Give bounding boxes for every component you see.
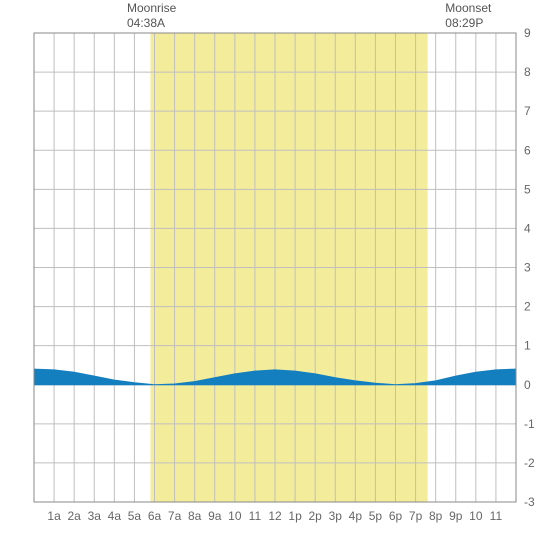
x-tick-label: 6p bbox=[389, 509, 403, 523]
y-tick-label: 9 bbox=[524, 26, 531, 40]
x-tick-label: 1p bbox=[288, 509, 302, 523]
y-tick-label: 6 bbox=[524, 143, 531, 157]
moonrise-time: 04:38A bbox=[127, 16, 176, 31]
tide-moon-chart: Moonrise 04:38A Moonset 08:29P -3-2-1012… bbox=[0, 0, 550, 550]
x-tick-label: 10 bbox=[228, 509, 242, 523]
y-tick-label: 7 bbox=[524, 104, 531, 118]
x-tick-label: 11 bbox=[249, 509, 262, 523]
y-tick-label: 1 bbox=[524, 339, 531, 353]
moonset-header: Moonset 08:29P bbox=[445, 1, 491, 31]
x-tick-label: 8a bbox=[188, 509, 202, 523]
x-tick-label: 5a bbox=[128, 509, 142, 523]
x-tick-label: 4a bbox=[108, 509, 122, 523]
x-tick-label: 6a bbox=[148, 509, 162, 523]
x-tick-label: 3a bbox=[88, 509, 102, 523]
x-tick-label: 9a bbox=[208, 509, 222, 523]
x-tick-label: 9p bbox=[449, 509, 463, 523]
y-tick-label: 5 bbox=[524, 182, 531, 196]
y-tick-label: 4 bbox=[524, 221, 531, 235]
moonset-time: 08:29P bbox=[445, 16, 491, 31]
x-tick-label: 4p bbox=[349, 509, 363, 523]
moonrise-header: Moonrise 04:38A bbox=[127, 1, 176, 31]
y-tick-label: -2 bbox=[524, 456, 535, 470]
x-tick-label: 10 bbox=[469, 509, 483, 523]
x-tick-label: 2p bbox=[308, 509, 322, 523]
y-tick-label: -3 bbox=[524, 495, 535, 509]
x-tick-label: 1a bbox=[47, 509, 61, 523]
moonrise-title: Moonrise bbox=[127, 1, 176, 16]
chart-svg: -3-2-101234567891a2a3a4a5a6a7a8a9a101112… bbox=[0, 0, 550, 550]
x-tick-label: 2a bbox=[67, 509, 81, 523]
x-tick-label: 12 bbox=[268, 509, 282, 523]
y-tick-label: 2 bbox=[524, 300, 531, 314]
x-tick-label: 7a bbox=[168, 509, 182, 523]
y-tick-label: -1 bbox=[524, 417, 535, 431]
y-tick-label: 0 bbox=[524, 378, 531, 392]
moonset-title: Moonset bbox=[445, 1, 491, 16]
x-tick-label: 8p bbox=[429, 509, 443, 523]
x-tick-label: 5p bbox=[369, 509, 383, 523]
x-tick-label: 7p bbox=[409, 509, 423, 523]
x-tick-label: 11 bbox=[490, 509, 503, 523]
x-tick-label: 3p bbox=[329, 509, 343, 523]
y-tick-label: 3 bbox=[524, 261, 531, 275]
y-tick-label: 8 bbox=[524, 65, 531, 79]
